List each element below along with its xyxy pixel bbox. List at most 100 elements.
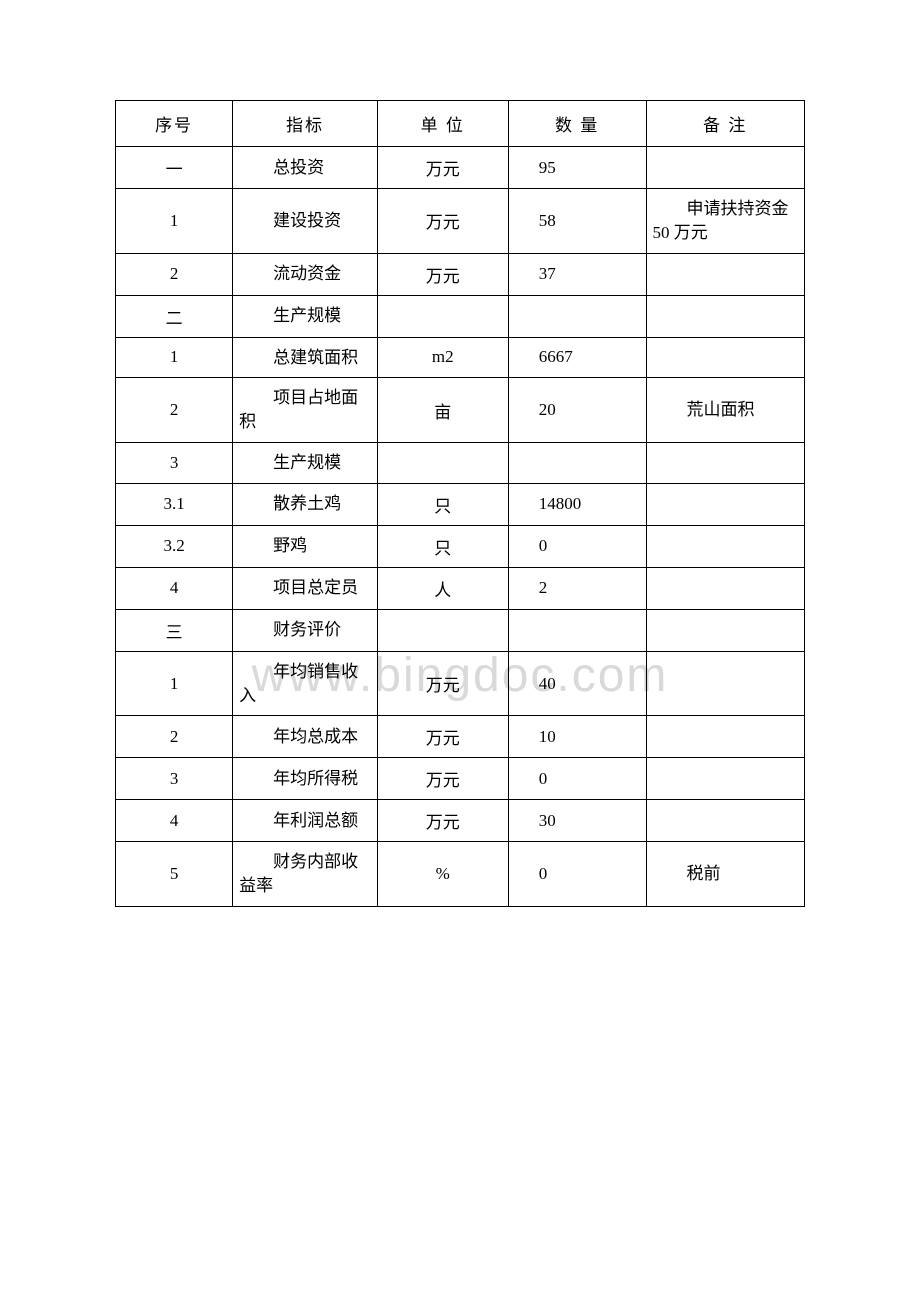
cell-seq: 1 [116,189,233,254]
cell-unit: 只 [377,483,508,525]
cell-unit [377,609,508,651]
cell-qty: 40 [508,651,646,716]
cell-qty: 30 [508,800,646,842]
header-unit: 单 位 [377,101,508,147]
cell-note: 申请扶持资金 50 万元 [646,189,804,254]
cell-note [646,651,804,716]
cell-unit: % [377,842,508,907]
cell-note [646,609,804,651]
table-row: 4 年利润总额 万元 30 [116,800,805,842]
cell-seq: 二 [116,295,233,337]
cell-seq: 3.2 [116,525,233,567]
cell-qty [508,295,646,337]
cell-qty: 95 [508,147,646,189]
cell-note [646,567,804,609]
cell-unit: 只 [377,525,508,567]
table-row: 1 年均销售收入 万元 40 [116,651,805,716]
cell-unit: 万元 [377,758,508,800]
cell-seq: 5 [116,842,233,907]
header-indicator: 指标 [233,101,378,147]
cell-seq: 1 [116,651,233,716]
cell-note [646,716,804,758]
cell-indicator: 项目占地面积 [233,378,378,443]
cell-note [646,800,804,842]
cell-unit: 万元 [377,651,508,716]
table-row: 5 财务内部收益率 % 0 税前 [116,842,805,907]
cell-note [646,483,804,525]
cell-qty [508,442,646,483]
cell-seq: 2 [116,716,233,758]
cell-seq: 3 [116,442,233,483]
cell-seq: 2 [116,253,233,295]
cell-indicator: 财务评价 [233,609,378,651]
cell-note [646,253,804,295]
cell-unit: 万元 [377,716,508,758]
cell-note [646,442,804,483]
cell-qty: 20 [508,378,646,443]
cell-unit: 万元 [377,189,508,254]
cell-unit: 人 [377,567,508,609]
table-row: 2 流动资金 万元 37 [116,253,805,295]
cell-indicator: 总投资 [233,147,378,189]
cell-note [646,758,804,800]
cell-seq: 2 [116,378,233,443]
table-row: 三 财务评价 [116,609,805,651]
cell-qty [508,609,646,651]
cell-unit: 万元 [377,253,508,295]
cell-note: 税前 [646,842,804,907]
table-row: 3 生产规模 [116,442,805,483]
cell-qty: 0 [508,758,646,800]
cell-indicator: 生产规模 [233,295,378,337]
cell-note [646,147,804,189]
cell-qty: 0 [508,842,646,907]
table-row: 1 建设投资 万元 58 申请扶持资金 50 万元 [116,189,805,254]
cell-indicator: 生产规模 [233,442,378,483]
cell-indicator: 项目总定员 [233,567,378,609]
cell-seq: 3.1 [116,483,233,525]
cell-qty: 10 [508,716,646,758]
table-row: 3.1 散养土鸡 只 14800 [116,483,805,525]
cell-note: 荒山面积 [646,378,804,443]
cell-unit [377,442,508,483]
cell-indicator: 建设投资 [233,189,378,254]
cell-unit: 万元 [377,800,508,842]
cell-indicator: 年均销售收入 [233,651,378,716]
cell-indicator: 年均所得税 [233,758,378,800]
table-row: 3 年均所得税 万元 0 [116,758,805,800]
cell-indicator: 年利润总额 [233,800,378,842]
cell-qty: 2 [508,567,646,609]
header-note: 备 注 [646,101,804,147]
indicators-table: 序号 指标 单 位 数 量 备 注 一 总投资 万元 95 1 建设投资 万元 … [115,100,805,907]
cell-unit: m2 [377,337,508,378]
table-row: 3.2 野鸡 只 0 [116,525,805,567]
cell-seq: 1 [116,337,233,378]
cell-seq: 4 [116,800,233,842]
table-row: 一 总投资 万元 95 [116,147,805,189]
cell-seq: 3 [116,758,233,800]
cell-seq: 一 [116,147,233,189]
table-row: 2 年均总成本 万元 10 [116,716,805,758]
cell-indicator: 财务内部收益率 [233,842,378,907]
cell-unit: 亩 [377,378,508,443]
table-row: 1 总建筑面积 m2 6667 [116,337,805,378]
cell-unit [377,295,508,337]
cell-indicator: 流动资金 [233,253,378,295]
cell-seq: 三 [116,609,233,651]
cell-indicator: 野鸡 [233,525,378,567]
cell-qty: 6667 [508,337,646,378]
cell-note [646,525,804,567]
cell-seq: 4 [116,567,233,609]
cell-note [646,337,804,378]
header-seq: 序号 [116,101,233,147]
table-row: 二 生产规模 [116,295,805,337]
cell-qty: 58 [508,189,646,254]
cell-note [646,295,804,337]
header-qty: 数 量 [508,101,646,147]
cell-indicator: 总建筑面积 [233,337,378,378]
cell-qty: 37 [508,253,646,295]
cell-unit: 万元 [377,147,508,189]
cell-indicator: 散养土鸡 [233,483,378,525]
table-row: 4 项目总定员 人 2 [116,567,805,609]
table-row: 2 项目占地面积 亩 20 荒山面积 [116,378,805,443]
table-header-row: 序号 指标 单 位 数 量 备 注 [116,101,805,147]
